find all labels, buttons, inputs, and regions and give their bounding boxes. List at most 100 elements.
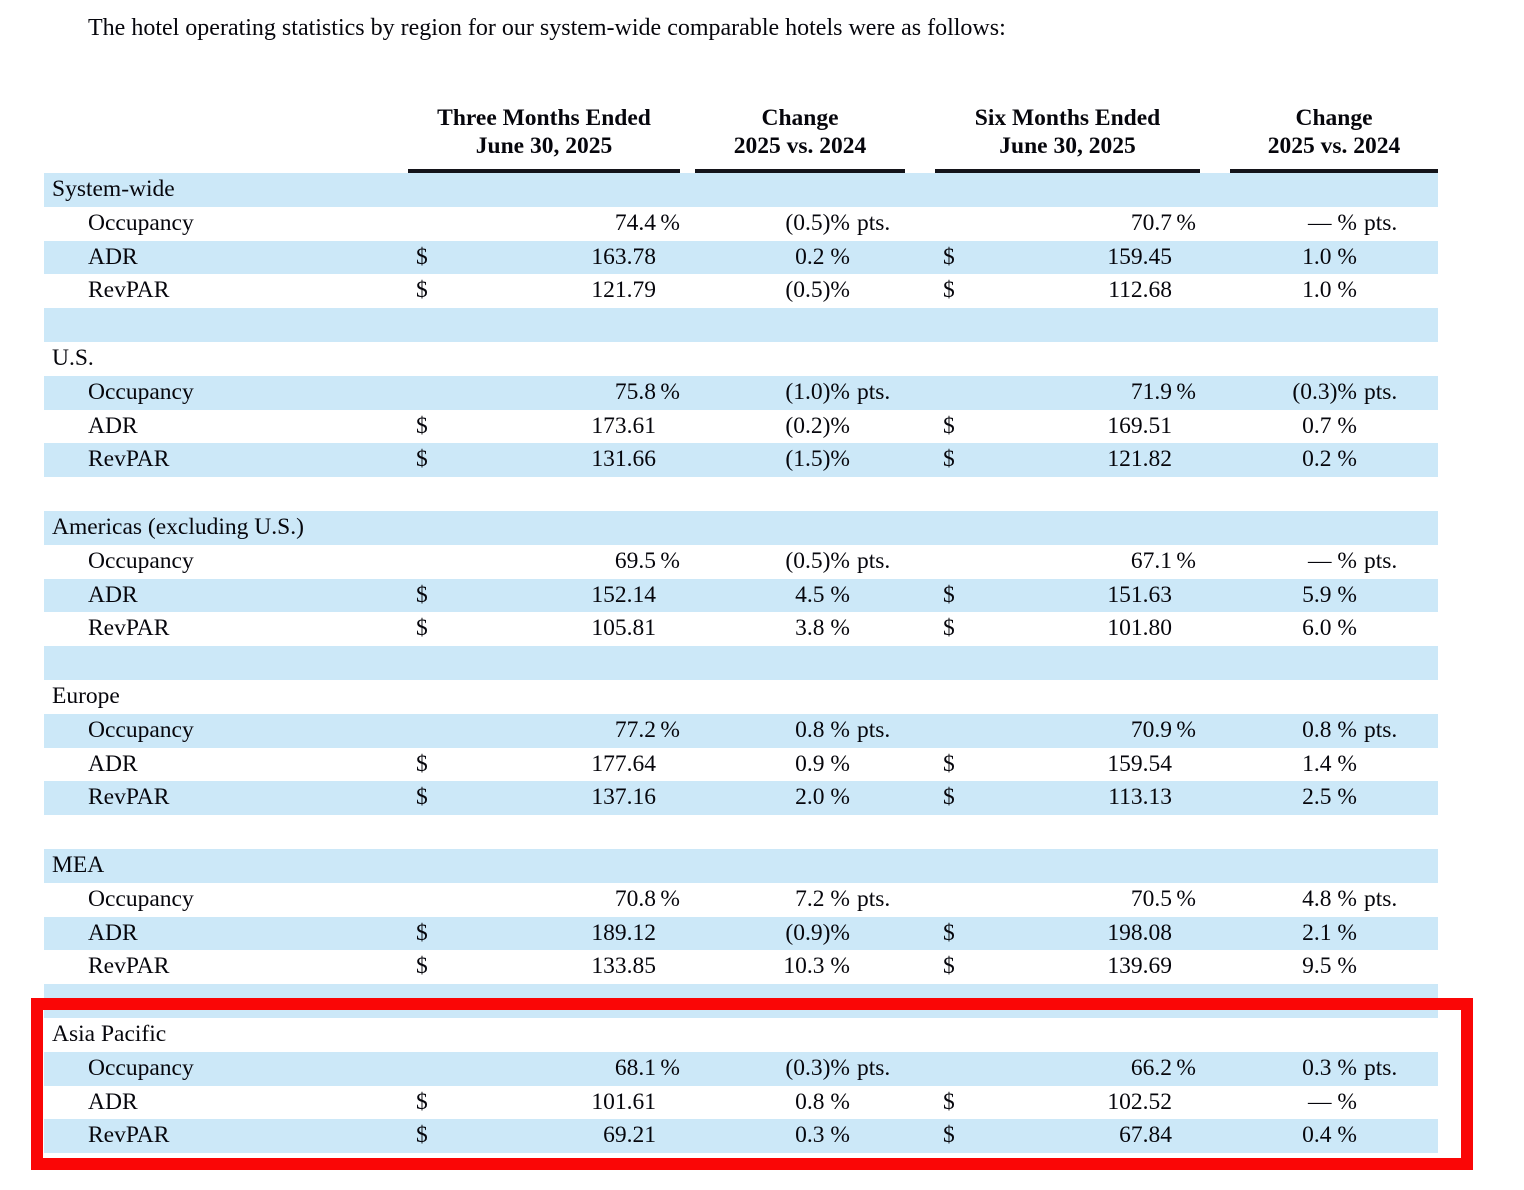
percent-suffix [656,410,680,444]
pts-suffix [850,443,905,477]
value-number: 131.66 [591,446,656,473]
value-number: 177.64 [591,750,656,777]
pts-suffix [850,917,905,951]
value-number: 70.8 [614,885,656,912]
col-gap [680,781,695,815]
cell-three-months-value: $163.78 [408,241,680,275]
col-gap [905,883,935,917]
dollar-sign [408,714,446,748]
pts-suffix: pts. [857,1054,891,1081]
metric-label: Occupancy [88,716,194,743]
percent-suffix: % [1176,885,1196,912]
col-gap [905,443,935,477]
pts-suffix: pts. [1364,885,1398,912]
cell-change-q-value: 0.8 % [695,1086,905,1120]
table-row-section: U.S. [44,341,1438,376]
metric-label: Occupancy [88,378,194,405]
col-gap [905,274,935,308]
value-number: 70.5 [1130,885,1172,912]
value-number: 1.0 % [1302,277,1357,304]
table-row-spacer [44,815,1438,849]
col-gap [680,950,695,984]
percent-suffix [656,917,680,951]
col-gap [905,579,935,613]
value-number: 0.2 % [795,243,850,270]
pts-suffix [1357,443,1416,477]
percent-suffix [656,950,680,984]
value-number: 121.82 [1107,446,1172,473]
section-label: Asia Pacific [52,1020,167,1047]
table-row-metric: Occupancy 69.5% (0.5)% pts. 67.1% — % pts. [44,544,1438,579]
col-gap [1200,443,1230,477]
cell-change-q-value: (0.5)% pts. [695,207,905,241]
pts-suffix [1357,241,1416,275]
cell-six-months-value: $139.69 [935,950,1200,984]
col-gap [905,410,935,444]
cell-six-months-value: $101.80 [935,612,1200,646]
value-number: 68.1 [614,1054,656,1081]
pts-suffix: pts. [1364,378,1398,405]
table-row-metric: Occupancy 74.4% (0.5)% pts. 70.7% — % pts. [44,206,1438,241]
dollar-sign [935,545,973,579]
col-gap [905,917,935,951]
cell-change-q-value: 4.5 % [695,579,905,613]
dollar-sign: $ [943,243,955,270]
dollar-sign: $ [943,615,955,642]
value-number: (1.5)% [785,446,850,473]
cell-change-ytd-value: (0.3)% pts. [1230,376,1438,410]
cell-change-ytd-value: 0.3 % pts. [1230,1052,1438,1086]
cell-change-q-value: (0.5)% pts. [695,545,905,579]
section-label: MEA [52,851,105,878]
metric-label: ADR [88,750,138,777]
value-number: 189.12 [591,919,656,946]
col-header-line1: Six Months Ended [974,105,1161,131]
metric-label: RevPAR [88,1122,170,1149]
section-label: U.S. [52,344,94,371]
cell-six-months-value: 67.1% [935,545,1200,579]
pts-suffix [850,950,905,984]
pts-suffix: pts. [857,885,891,912]
percent-suffix [1172,781,1196,815]
highlight-box-asia-pacific [31,998,1473,1170]
value-number: 1.4 % [1302,750,1357,777]
col-header-line1: Change [761,105,839,131]
value-number: 121.79 [591,277,656,304]
value-number: 151.63 [1107,581,1172,608]
col-gap [905,207,935,241]
value-number: 77.2 [614,716,656,743]
cell-change-q-value: 7.2 % pts. [695,883,905,917]
col-gap [905,781,935,815]
cell-three-months-value: $177.64 [408,748,680,782]
value-number: 2.1 % [1302,919,1357,946]
dollar-sign: $ [416,953,428,980]
percent-suffix: % [660,209,680,236]
cell-change-q-value: 10.3 % [695,950,905,984]
cell-change-ytd-value: — % [1230,1086,1438,1120]
cell-six-months-value: $121.82 [935,443,1200,477]
cell-three-months-value: 74.4% [408,207,680,241]
value-number: 1.0 % [1302,243,1357,270]
pts-suffix [1357,612,1416,646]
dollar-sign [935,883,973,917]
value-number: 0.4 % [1302,1122,1357,1149]
cell-change-ytd-value: 1.0 % [1230,274,1438,308]
col-gap [680,443,695,477]
dollar-sign: $ [943,412,955,439]
value-number: 152.14 [591,581,656,608]
percent-suffix [656,748,680,782]
col-header-three-months-ended: Three Months Ended June 30, 2025 [408,96,680,173]
percent-suffix: % [1176,547,1196,574]
table-row-metric: ADR $173.61 (0.2)% $169.51 0.7 % [44,409,1438,444]
value-number: 113.13 [1108,784,1172,811]
metric-label: Occupancy [88,1054,194,1081]
cell-six-months-value: 66.2% [935,1052,1200,1086]
pts-suffix [850,612,905,646]
cell-change-ytd-value: 0.7 % [1230,410,1438,444]
percent-suffix: % [1176,1054,1196,1081]
value-number: (0.3)% [1292,378,1357,405]
table-row-metric: ADR $101.61 0.8 % $102.52 — % [44,1085,1438,1120]
metric-label: ADR [88,412,138,439]
cell-change-ytd-value: 0.4 % [1230,1119,1438,1153]
cell-six-months-value: $112.68 [935,274,1200,308]
value-number: 0.8 % [795,1088,850,1115]
